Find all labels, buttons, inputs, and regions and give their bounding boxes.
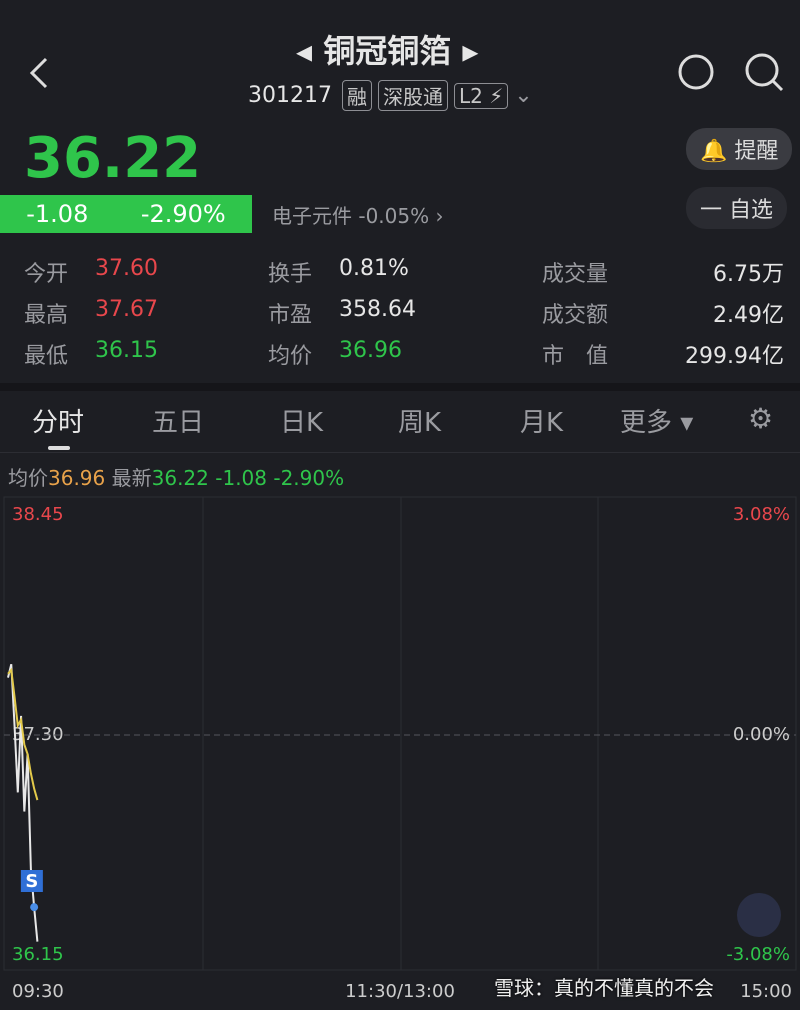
stat-label: 今开: [24, 262, 69, 287]
tag-text: L2: [458, 83, 483, 108]
stat-value: 0.81%: [339, 256, 409, 281]
tab[interactable]: 更多 ▾: [620, 408, 694, 438]
stat-label: 成交量: [542, 262, 609, 287]
tab[interactable]: 月K: [520, 408, 564, 438]
change-box: -1.08 -2.90%: [0, 195, 252, 233]
sector-change: -0.05%: [358, 204, 430, 228]
info-value: 36.96: [48, 466, 106, 490]
stat-label: 最低: [24, 344, 69, 369]
stat-label: 换手: [268, 262, 313, 287]
change-pct: -2.90%: [140, 200, 226, 228]
tab[interactable]: 五日: [152, 408, 205, 438]
info-label: 均价: [8, 466, 48, 490]
settings-icon: ⚙: [748, 402, 774, 435]
y-tick-label: 36.15: [12, 944, 64, 965]
x-tick-label: 09:30: [12, 981, 64, 1002]
code-row: 301217 融 深股通 L2 ⚡ ⌄: [248, 80, 533, 111]
stat-label: 成交额: [542, 303, 609, 328]
sector[interactable]: 电子元件 -0.05% ›: [272, 204, 444, 228]
header-icons: [678, 53, 784, 92]
stock-code: 301217: [248, 83, 332, 108]
stat-value: 37.60: [95, 256, 158, 281]
watchlist-text: 自选: [729, 198, 774, 223]
change: -1.08: [26, 200, 89, 228]
stat-value: 37.67: [95, 297, 158, 322]
divider: [0, 383, 800, 391]
series-line: [7, 667, 39, 801]
tab[interactable]: 日K: [280, 408, 324, 438]
back-button[interactable]: [24, 55, 54, 91]
info-bar: 均价36.96 最新36.22 -1.08 -2.90%: [8, 462, 344, 491]
fullscreen-button[interactable]: [737, 893, 781, 937]
remind-button[interactable]: 🔔 提醒: [686, 128, 793, 170]
y2-tick-label: -3.08%: [726, 944, 790, 965]
chart-frame: [3, 496, 797, 971]
trade-marker-label: S: [25, 871, 38, 892]
x-tick-label: 11:30/13:00: [345, 981, 455, 1002]
divider: [0, 452, 800, 453]
y2-tick-label: 3.08%: [733, 504, 790, 525]
price: 36.22: [24, 126, 202, 191]
stat-label: 均价: [268, 344, 313, 369]
refresh-icon[interactable]: [678, 54, 714, 90]
stat-value: 36.96: [339, 338, 402, 363]
tag: 深股通: [377, 80, 448, 111]
stat-value: 2.49亿: [713, 303, 784, 328]
stat-value: 299.94亿: [685, 344, 784, 369]
sector-name: 电子元件: [272, 204, 352, 228]
dropdown[interactable]: ⌄: [514, 83, 533, 108]
info-value: -2.90%: [273, 466, 345, 490]
y2-tick-label: 0.00%: [733, 724, 790, 745]
tag: L2 ⚡: [453, 82, 509, 109]
info-label: 最新: [111, 466, 152, 490]
trade-marker: [20, 870, 43, 892]
remind-text: 提醒: [734, 139, 779, 164]
x-tick-label: 15:00: [740, 981, 792, 1002]
tab-indicator: [48, 446, 70, 450]
stat-value: 358.64: [339, 297, 416, 322]
watchlist-button[interactable]: 一 自选: [686, 187, 788, 229]
stock-name: 铜冠铜箔: [323, 32, 452, 70]
tag: 融: [341, 80, 372, 111]
y-tick-label: 38.45: [12, 504, 64, 525]
series-line: [7, 663, 39, 942]
stat-label: 市 值: [542, 344, 609, 369]
title-row: ◂ 铜冠铜箔 ▸: [296, 32, 479, 70]
info-value: 36.22: [151, 466, 209, 490]
info-value: -1.08: [215, 466, 267, 490]
stat-label: 市盈: [268, 303, 313, 328]
tab[interactable]: 分时: [32, 408, 85, 438]
tab[interactable]: 周K: [398, 408, 442, 438]
point: [30, 903, 39, 912]
stat-value: 36.15: [95, 338, 158, 363]
watermark: 雪球：真的不懂真的不会: [494, 976, 714, 1000]
search-icon[interactable]: [745, 53, 779, 87]
stat-label: 最高: [24, 303, 69, 328]
stat-value: 6.75万: [713, 262, 784, 287]
